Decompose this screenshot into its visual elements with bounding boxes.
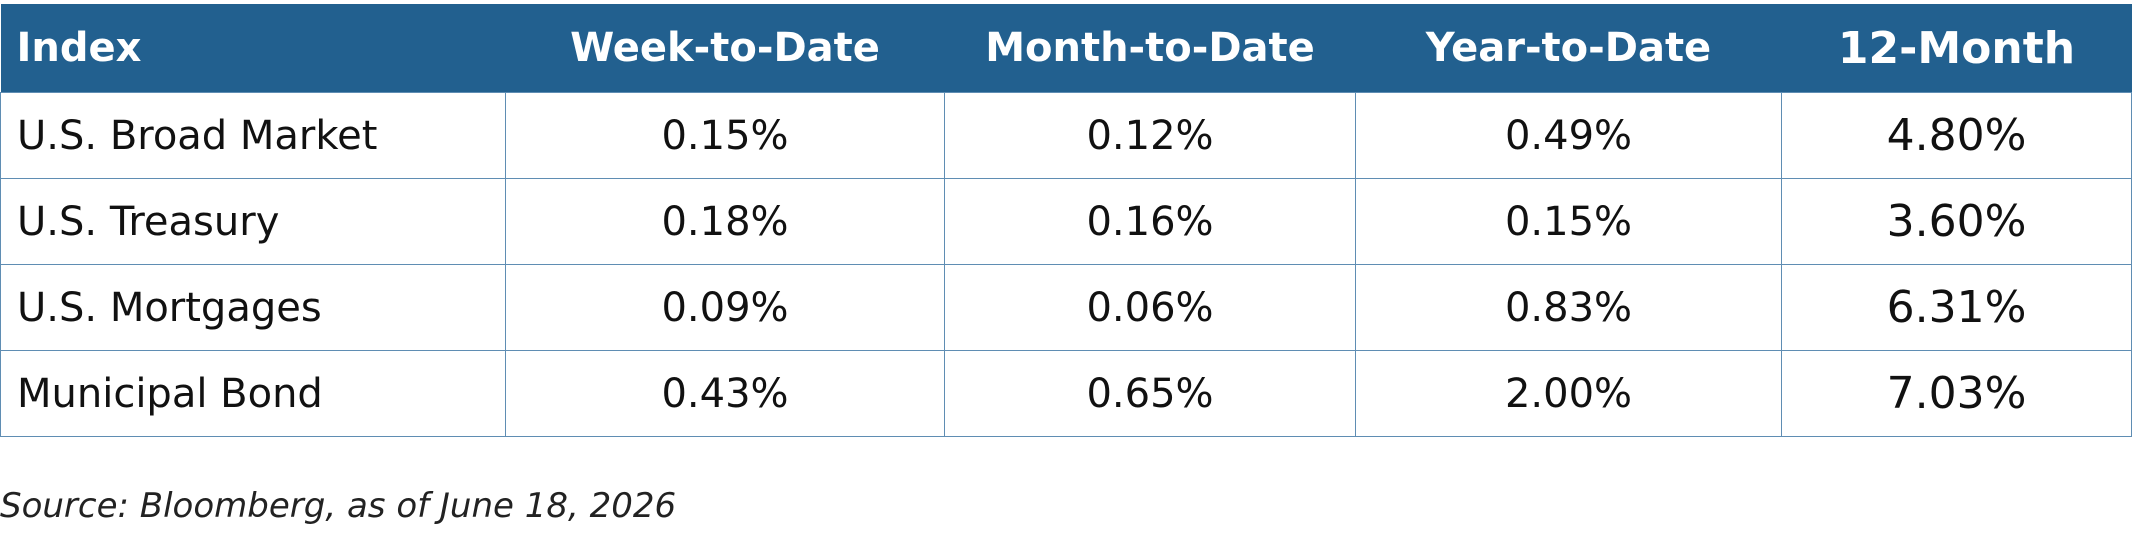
source-note: Source: Bloomberg, as of June 18, 2026 [0, 486, 677, 526]
table-row: U.S. Mortgages 0.09% 0.06% 0.83% 6.31% [0, 264, 2132, 351]
table-row: U.S. Broad Market 0.15% 0.12% 0.49% 4.80% [0, 92, 2132, 179]
column-header: Month-to-Date [944, 4, 1356, 93]
table-row: U.S. Treasury 0.18% 0.16% 0.15% 3.60% [0, 178, 2132, 265]
index-name: U.S. Mortgages [0, 264, 506, 351]
table-row: Municipal Bond 0.43% 0.65% 2.00% 7.03% [0, 350, 2132, 437]
index-name: Municipal Bond [0, 350, 506, 437]
return-value: 0.16% [944, 178, 1356, 265]
column-header: 12-Month [1781, 4, 2132, 93]
column-header: Year-to-Date [1355, 4, 1782, 93]
return-value: 0.18% [505, 178, 945, 265]
return-value: 0.43% [505, 350, 945, 437]
return-value: 4.80% [1781, 92, 2132, 179]
return-value: 7.03% [1781, 350, 2132, 437]
return-value: 0.09% [505, 264, 945, 351]
return-value: 0.15% [1355, 178, 1782, 265]
return-value: 0.15% [505, 92, 945, 179]
return-value: 0.49% [1355, 92, 1782, 179]
header-row: Index Week-to-Date Month-to-Date Year-to-Da… [0, 4, 2132, 93]
return-value: 0.83% [1355, 264, 1782, 351]
return-value: 0.12% [944, 92, 1356, 179]
returns-table: Index Week-to-Date Month-to-Date Year-to-Da… [0, 4, 2132, 437]
table-body: U.S. Broad Market 0.15% 0.12% 0.49% 4.80% U.S… [0, 92, 2132, 437]
return-value: 0.65% [944, 350, 1356, 437]
return-value: 3.60% [1781, 178, 2132, 265]
index-name: U.S. Treasury [0, 178, 506, 265]
column-header: Index [0, 4, 506, 93]
return-value: 6.31% [1781, 264, 2132, 351]
return-value: 2.00% [1355, 350, 1782, 437]
index-name: U.S. Broad Market [0, 92, 506, 179]
return-value: 0.06% [944, 264, 1356, 351]
column-header: Week-to-Date [505, 4, 945, 93]
